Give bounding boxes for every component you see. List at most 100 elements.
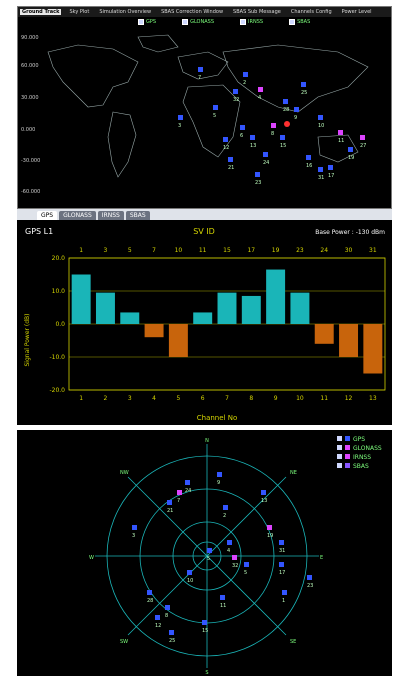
lat-label: 60.000: [21, 63, 39, 69]
sat-label: 8: [271, 131, 274, 137]
sat-label: 31: [318, 175, 324, 181]
sky-sat: 28: [147, 590, 153, 604]
svg-text:23: 23: [307, 583, 313, 589]
sat-label: 19: [348, 155, 354, 161]
y-tick-label: 0.0: [55, 321, 65, 328]
legend-sbas[interactable]: SBAS: [289, 19, 310, 25]
tab-simulation-overview[interactable]: Simulation Overview: [99, 9, 152, 15]
sv-id-label: 23: [296, 247, 304, 254]
sv-id-label: 5: [128, 247, 132, 254]
svg-text:GPS: GPS: [353, 436, 365, 443]
sky-sat: 9: [217, 472, 222, 486]
bar-channel-8: [241, 295, 261, 324]
sv-id-label: 15: [223, 247, 231, 254]
sky-legend-sbas[interactable]: SBAS: [337, 463, 369, 470]
sky-plot-grid: [95, 444, 319, 668]
sky-sat: 11: [220, 595, 226, 609]
sv-id-label: 31: [369, 247, 377, 254]
legend-label: GPS: [146, 19, 157, 25]
sky-sat: 10: [187, 570, 193, 584]
sat-label: 10: [318, 123, 324, 129]
bar-channel-11: [314, 324, 334, 344]
sky-legend-gps[interactable]: GPS: [337, 436, 365, 443]
sv-id-label: 10: [175, 247, 183, 254]
sky-sat: 3: [132, 525, 137, 539]
compass-labels: N NE E SE S SW W NW: [89, 438, 323, 676]
sv-id-label: 24: [320, 247, 328, 254]
legend-irnss[interactable]: IRNSS: [240, 19, 263, 25]
map-legend: GPS GLONASS IRNSS SBAS: [138, 19, 310, 25]
checkbox-icon[interactable]: [182, 19, 189, 25]
sky-legend-glonass[interactable]: GLONASS: [337, 445, 382, 452]
chart-header-left: GPS L1: [25, 227, 53, 236]
x-tick-label: 1: [79, 395, 83, 402]
y-tick-label: 10.0: [52, 288, 66, 295]
sat-label: 13: [250, 143, 256, 149]
lat-label: 30.000: [21, 95, 39, 101]
sv-id-label: 19: [272, 247, 280, 254]
sky-sat: 1: [282, 590, 287, 604]
sat-label: 23: [255, 180, 261, 186]
sv-id-label: 11: [199, 247, 207, 254]
legend-glonass[interactable]: GLONASS: [182, 19, 214, 25]
sat-label: 11: [338, 138, 344, 144]
tab-glonass[interactable]: GLONASS: [59, 211, 96, 220]
svg-text:1: 1: [282, 598, 285, 604]
checkbox-icon[interactable]: [240, 19, 247, 25]
bar-channel-4: [144, 324, 164, 338]
svg-text:5: 5: [207, 556, 210, 562]
tab-sbas[interactable]: SBAS: [125, 211, 150, 220]
tab-channels-config[interactable]: Channels Config: [290, 9, 332, 15]
tab-sky-plot[interactable]: Sky Plot: [69, 9, 90, 15]
tab-ground-track[interactable]: Ground Track: [20, 9, 62, 15]
svg-text:3: 3: [132, 533, 135, 539]
sat-label: 7: [198, 75, 201, 81]
sat-label: 12: [223, 145, 229, 151]
compass-s: S: [205, 670, 208, 676]
compass-e: E: [320, 555, 323, 561]
tab-sbas-correction[interactable]: SBAS Correction Window: [161, 9, 224, 15]
tab-irnss[interactable]: IRNSS: [97, 211, 124, 220]
checkbox-icon: [337, 445, 342, 450]
legend-label: SBAS: [297, 19, 311, 25]
x-tick-label: 9: [274, 395, 278, 402]
checkbox-icon: [337, 463, 342, 468]
bar-channel-7: [217, 292, 237, 324]
svg-text:8: 8: [165, 613, 168, 619]
svg-text:4: 4: [227, 548, 230, 554]
sky-sat: 7: [177, 490, 182, 504]
sat-label: 3: [178, 123, 181, 129]
sat-label: 15: [280, 143, 286, 149]
lat-label: -30.000: [21, 158, 40, 164]
sky-legend-irnss[interactable]: IRNSS: [337, 454, 371, 461]
x-tick-label: 4: [152, 395, 156, 402]
svg-text:12: 12: [155, 623, 161, 629]
svg-text:24: 24: [185, 488, 191, 494]
x-tick-label: 8: [249, 395, 253, 402]
legend-gps[interactable]: GPS: [138, 19, 156, 25]
svg-text:28: 28: [147, 598, 153, 604]
checkbox-icon[interactable]: [289, 19, 296, 25]
tab-sbas-sub-message[interactable]: SBAS Sub Message: [233, 9, 281, 15]
sky-sat: 5: [244, 562, 249, 576]
sky-sat: 2: [223, 505, 228, 519]
sky-sat: 19: [267, 525, 273, 539]
svg-text:SBAS: SBAS: [353, 463, 369, 470]
sat-label: 21: [228, 165, 234, 171]
lat-label: 0.000: [21, 127, 35, 133]
x-tick-label: 2: [104, 395, 108, 402]
tab-power-level[interactable]: Power Level: [341, 9, 372, 15]
sv-id-label: 17: [247, 247, 255, 254]
x-axis-label: Channel No: [197, 414, 237, 422]
checkbox-icon: [337, 454, 342, 459]
checkbox-icon: [337, 436, 342, 441]
svg-text:9: 9: [217, 480, 220, 486]
svg-text:11: 11: [220, 603, 226, 609]
svg-text:10: 10: [187, 578, 193, 584]
x-tick-label: 11: [320, 395, 328, 402]
sky-sat: 4: [227, 540, 232, 554]
tab-gps[interactable]: GPS: [37, 211, 58, 220]
checkbox-icon[interactable]: [138, 19, 144, 25]
ground-track-panel: Ground Track Sky Plot Simulation Overvie…: [17, 6, 392, 209]
sky-sat: 13: [261, 490, 267, 504]
